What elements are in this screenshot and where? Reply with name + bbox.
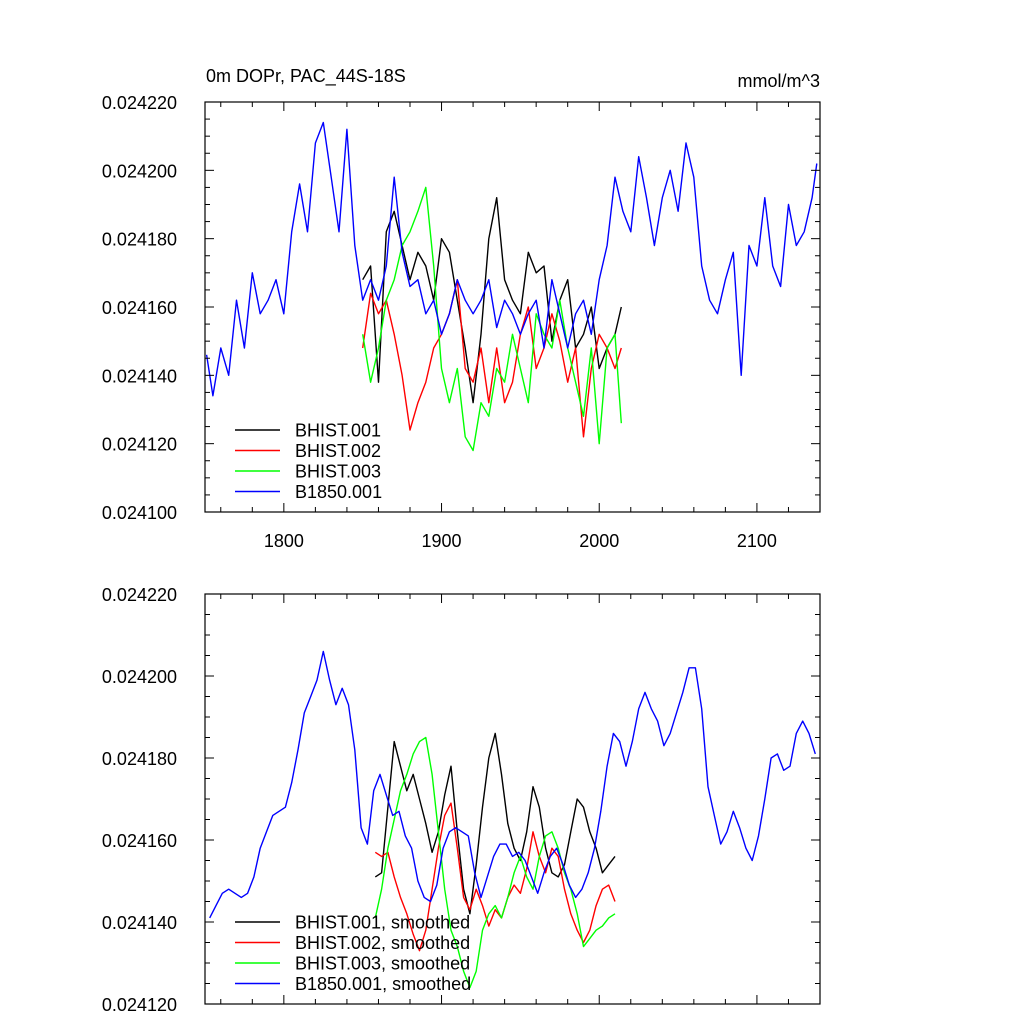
y-tick-label: 0.024180 — [102, 230, 177, 250]
series-line-bhist-001-smoothed — [374, 732, 616, 915]
y-tick-label: 0.024220 — [102, 93, 177, 113]
series-line-bhist-002-smoothed — [374, 802, 616, 952]
units-label: mmol/m^3 — [738, 71, 820, 91]
x-tick-label: 2000 — [579, 531, 619, 551]
series-line-bhist-003 — [362, 186, 622, 452]
x-tick-label: 1900 — [422, 531, 462, 551]
top-panel: 0m DOPr, PAC_44S-18S mmol/m^3 1800 1900 20… — [102, 66, 821, 551]
y-tick-label: 0.024180 — [102, 749, 177, 769]
legend-label: B1850.001 — [295, 482, 382, 502]
y-tick-label: 0.024120 — [102, 435, 177, 455]
y-tick-label: 0.024160 — [102, 298, 177, 318]
legend-label: BHIST.003 — [295, 462, 381, 482]
bottom-panel: 0.024120 0.024140 0.024160 0.024180 0.024200… — [102, 585, 821, 1015]
legend-label: BHIST.001 — [295, 421, 381, 441]
series-line-bhist-001 — [362, 196, 622, 404]
chart-title: 0m DOPr, PAC_44S-18S — [206, 66, 406, 87]
series-line-bhist-003-smoothed — [374, 736, 616, 989]
x-tick-label: 2100 — [737, 531, 777, 551]
series-line-bhist-002 — [362, 279, 622, 438]
legend-label: BHIST.002, smoothed — [295, 933, 470, 953]
legend-label: B1850.001, smoothed — [295, 974, 471, 994]
legend-label: BHIST.002 — [295, 441, 381, 461]
y-tick-label: 0.024140 — [102, 913, 177, 933]
y-tick-label: 0.024200 — [102, 161, 177, 181]
y-tick-label: 0.024160 — [102, 831, 177, 851]
legend-label: BHIST.001, smoothed — [295, 913, 470, 933]
x-tick-label: 1800 — [264, 531, 304, 551]
series-line-b1850-001 — [205, 121, 818, 397]
y-tick-label: 0.024120 — [102, 995, 177, 1015]
y-tick-label: 0.024220 — [102, 585, 177, 605]
y-tick-label: 0.024140 — [102, 366, 177, 386]
series-line-b1850-001-smoothed — [209, 650, 816, 919]
y-tick-label: 0.024200 — [102, 667, 177, 687]
legend-label: BHIST.003, smoothed — [295, 954, 470, 974]
y-tick-label: 0.024100 — [102, 503, 177, 523]
